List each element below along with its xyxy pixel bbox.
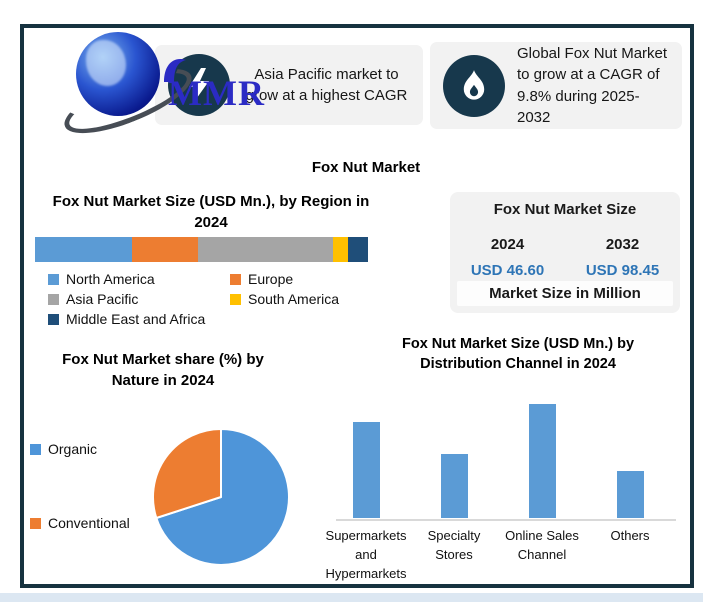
- flame-icon: [443, 54, 505, 117]
- legend-swatch: [48, 273, 59, 285]
- conventional-swatch: [30, 517, 41, 529]
- region-stacked-bar: [35, 237, 368, 262]
- organic-swatch: [30, 443, 41, 455]
- callout-asia-pacific-text: Asia Pacific market to grow at a highest…: [245, 65, 408, 104]
- distribution-x-axis: [336, 519, 676, 521]
- region-legend: North America Europe Asia Pacific South Ame…: [48, 271, 378, 327]
- legend-swatch: [230, 293, 241, 305]
- region-segment-1: [131, 237, 199, 262]
- market-size-box: Fox Nut Market Size 2024 2032 USD 46.60 …: [450, 192, 680, 313]
- distribution-label-0: Supermarkets and Hypermarkets: [325, 528, 407, 581]
- distribution-chart-title: Fox Nut Market Size (USD Mn.) by Distrib…: [401, 336, 635, 373]
- callout-cagr: Global Fox Nut Market to grow at a CAGR …: [430, 42, 682, 129]
- pie-legend-organic: Organic: [30, 441, 97, 457]
- distribution-column: [586, 404, 674, 518]
- region-segment-3: [333, 237, 348, 262]
- pie-legend-conventional: Conventional: [30, 515, 130, 531]
- legend-swatch: [48, 313, 59, 325]
- market-size-value-2024: USD 46.60: [470, 262, 545, 279]
- region-segment-4: [348, 237, 368, 262]
- market-size-value-2032: USD 98.45: [585, 262, 660, 279]
- region-legend-item: South America: [230, 291, 378, 307]
- region-legend-item: North America: [48, 271, 230, 287]
- page-title: Fox Nut Market: [311, 159, 421, 176]
- market-size-footer: Market Size in Million: [457, 281, 673, 306]
- pie-slice-conventional: [152, 428, 222, 520]
- distribution-column: [498, 404, 586, 518]
- region-legend-item: Europe: [230, 271, 378, 287]
- legend-swatch: [48, 293, 59, 305]
- region-segment-0: [35, 237, 132, 262]
- distribution-bar-3: [616, 471, 644, 518]
- distribution-label-2: Online Sales Channel: [505, 528, 579, 562]
- pie-chart-title: Fox Nut Market share (%) by Nature in 20…: [62, 351, 264, 389]
- region-legend-item: Asia Pacific: [48, 291, 230, 307]
- legend-label: North America: [66, 271, 155, 287]
- region-legend-item: Middle East and Africa: [48, 311, 230, 327]
- distribution-labels: Supermarkets and Hypermarkets Specialty S…: [322, 527, 674, 584]
- logo-comma-swoosh: [164, 58, 186, 82]
- legend-label: Middle East and Africa: [66, 311, 206, 327]
- pie-slice-organic: [155, 428, 290, 566]
- market-size-year-2032: 2032: [605, 236, 640, 253]
- distribution-bar-2: [528, 404, 556, 518]
- legend-label: Europe: [248, 271, 294, 287]
- distribution-bar-0: [352, 422, 380, 518]
- legend-swatch: [230, 273, 241, 285]
- market-size-title: Fox Nut Market Size: [493, 201, 637, 218]
- distribution-bars: [322, 404, 674, 518]
- callout-cagr-text: Global Fox Nut Market to grow at a CAGR …: [517, 44, 668, 126]
- distribution-label-3: Others: [610, 528, 650, 543]
- pie-legend-conventional-label: Conventional: [48, 515, 130, 531]
- nature-pie-chart: [152, 428, 290, 566]
- distribution-column: [410, 404, 498, 518]
- region-chart-title: Fox Nut Market Size (USD Mn.), by Region…: [52, 193, 370, 231]
- region-segment-2: [198, 237, 334, 262]
- logo-text: MMR: [168, 73, 265, 113]
- globe-continents: [86, 40, 126, 86]
- legend-label: Asia Pacific: [66, 291, 139, 307]
- market-size-year-2024: 2024: [490, 236, 525, 253]
- distribution-bar-1: [440, 454, 468, 518]
- pie-legend-organic-label: Organic: [48, 441, 98, 457]
- legend-label: South America: [248, 291, 340, 307]
- mmr-logo: MMR: [57, 28, 264, 146]
- distribution-label-1: Specialty Stores: [427, 528, 481, 562]
- bottom-accent-strip: [0, 593, 703, 602]
- distribution-column: [322, 404, 410, 518]
